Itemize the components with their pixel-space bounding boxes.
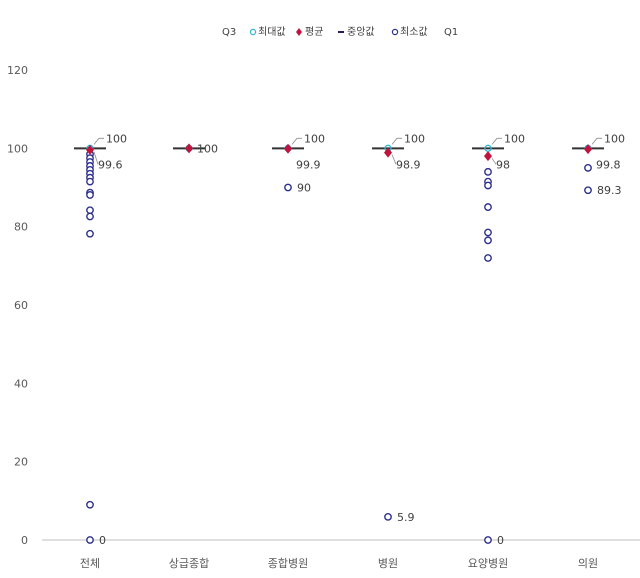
outlier-point	[484, 203, 492, 211]
category-group: 100	[173, 142, 218, 155]
label-leader	[391, 154, 397, 165]
category-group: 100 99.8 89.3	[572, 132, 625, 197]
outlier-point	[584, 186, 592, 195]
legend-label: Q3	[222, 27, 236, 38]
y-tick-label: 60	[14, 299, 28, 312]
y-tick-label: 0	[21, 534, 28, 547]
label-leader	[491, 137, 502, 145]
x-category-label: 전체	[80, 557, 100, 570]
outlier-point	[484, 228, 492, 237]
mean-point	[284, 143, 292, 154]
outlier-point	[584, 164, 592, 172]
category-group: 100 98 0	[472, 132, 525, 547]
outlier-point	[484, 236, 492, 245]
legend-marker-min	[391, 28, 399, 36]
data-label-max: 100	[304, 132, 325, 145]
data-label-min: 89.3	[597, 184, 622, 197]
label-leader	[391, 137, 402, 145]
mean-point	[185, 143, 193, 154]
data-label-min: 0	[99, 534, 106, 547]
outlier-point	[86, 177, 94, 186]
data-label-mean: 99.8	[596, 158, 621, 171]
label-leader	[491, 157, 497, 165]
x-category-label: 종합병원	[268, 557, 308, 570]
legend-label: 최소값	[400, 26, 428, 38]
legend-label: Q1	[444, 27, 458, 38]
data-label-max: 100	[604, 132, 625, 145]
legend-label: 평균	[305, 26, 323, 38]
x-category-label: 요양병원	[468, 557, 508, 570]
data-label-max: 100	[106, 132, 127, 145]
data-label-mean: 98.9	[396, 158, 421, 171]
mean-point	[384, 147, 392, 158]
y-tick-label: 20	[14, 456, 28, 469]
data-label-mean: 99.9	[296, 158, 321, 171]
data-label-max: 100	[504, 132, 525, 145]
data-label-mean: 98	[496, 158, 510, 171]
outlier-point	[86, 229, 94, 238]
label-leader	[591, 137, 602, 145]
x-category-label: 상급종합	[169, 557, 209, 570]
category-group: 100 99.6 0	[74, 132, 127, 547]
legend-marker-mean	[296, 28, 302, 36]
category-group: 100 98.9 5.9	[372, 132, 425, 524]
data-label-min: 0	[497, 534, 504, 547]
outlier-point	[86, 536, 94, 544]
category-group: 100 99.9 90	[272, 132, 325, 195]
label-leader	[93, 137, 104, 145]
label-leader	[291, 137, 302, 145]
legend-label: 최대값	[258, 26, 286, 38]
outlier-point	[86, 212, 94, 221]
outlier-point	[86, 500, 94, 509]
y-tick-label: 80	[14, 221, 28, 234]
y-axis: 0 20 40 60 80 100 120	[7, 64, 28, 547]
x-axis: 전체 상급종합 종합병원 병원 요양병원 의원	[42, 539, 640, 570]
plot-area: 100 99.6 0 100 100 99.9 90 100 98.9 5.9 100 98 0 100 9…	[74, 132, 625, 547]
legend-marker-max	[249, 28, 257, 36]
outlier-point	[86, 206, 94, 215]
x-category-label: 의원	[578, 557, 598, 570]
mean-point	[484, 151, 492, 162]
mean-point	[584, 144, 592, 155]
mean-point	[86, 144, 94, 155]
legend: Q3 최대값 평균 중앙값 최소값 Q1	[222, 26, 458, 38]
outlier-point	[384, 512, 392, 521]
y-tick-label: 120	[7, 64, 28, 77]
x-category-label: 병원	[378, 557, 398, 570]
outlier-point	[484, 181, 492, 190]
outlier-point	[484, 167, 492, 176]
outlier-point	[284, 183, 292, 192]
data-label-min: 5.9	[397, 511, 415, 524]
y-tick-label: 40	[14, 377, 28, 390]
outlier-point	[484, 254, 492, 262]
outlier-point	[86, 191, 94, 199]
label-leader	[93, 151, 99, 165]
data-label-max: 100	[197, 142, 218, 155]
legend-label: 중앙값	[347, 26, 375, 38]
outlier-point	[484, 536, 492, 544]
y-tick-label: 100	[7, 142, 28, 155]
data-label-max: 100	[404, 132, 425, 145]
data-label-min: 90	[297, 182, 311, 195]
data-label-mean: 99.6	[98, 158, 123, 171]
